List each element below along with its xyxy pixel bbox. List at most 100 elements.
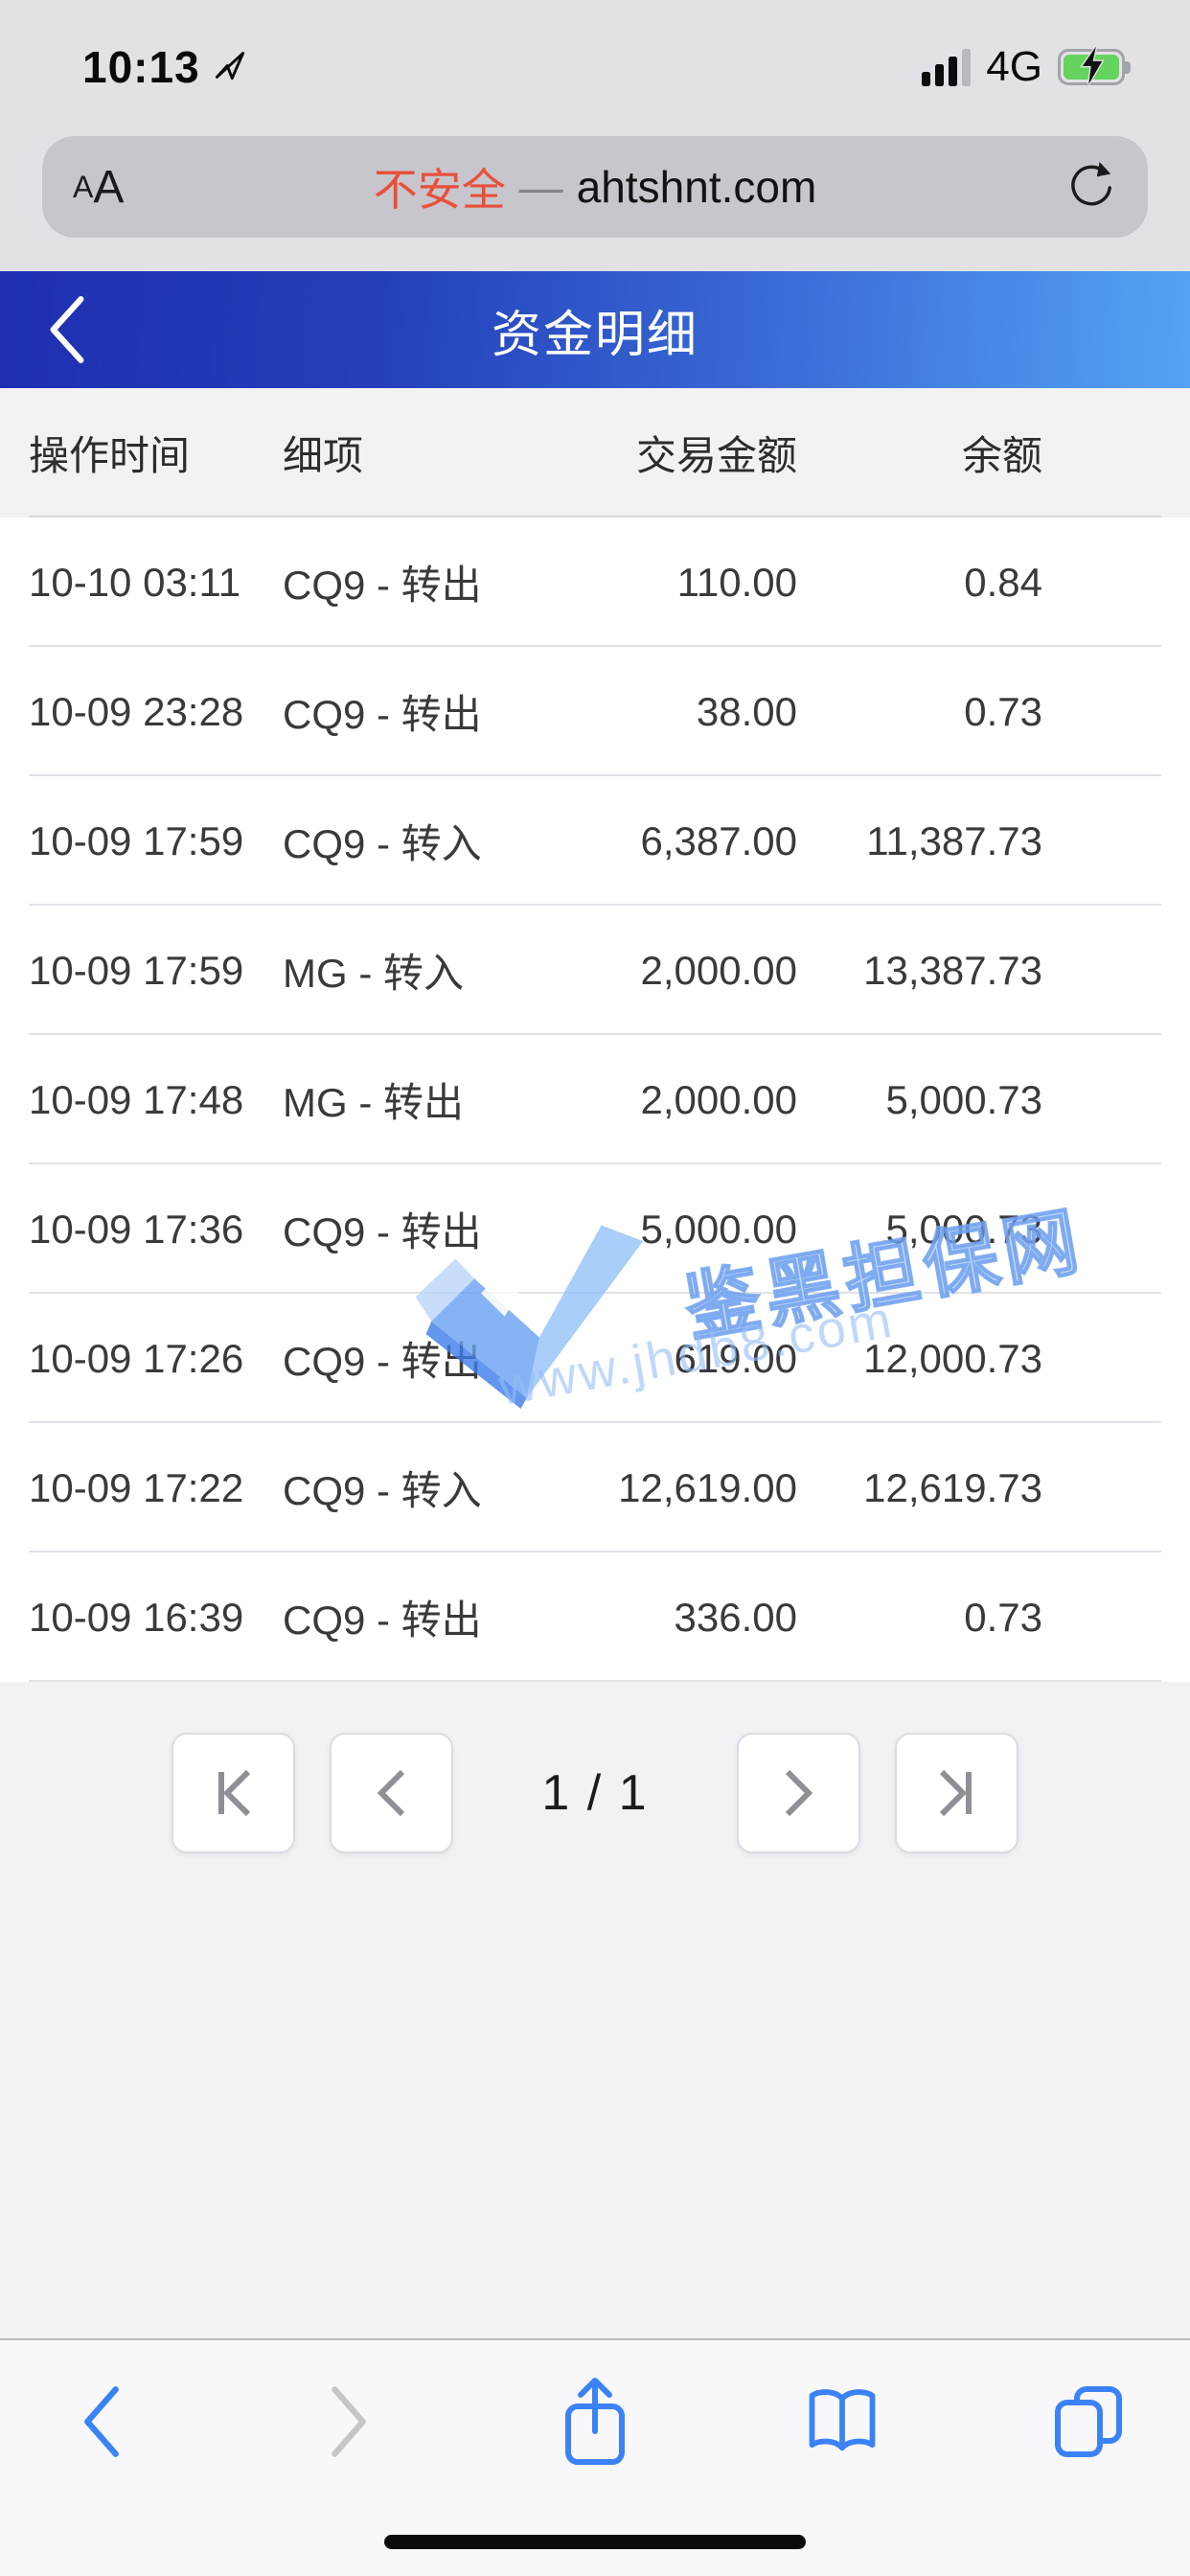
- address-domain: ahtshnt.com: [576, 162, 817, 212]
- cell-detail: CQ9 - 转入: [283, 1468, 482, 1513]
- table-row: 10-09 17:22 CQ9 - 转入 12,619.00 12,619.73: [0, 1423, 1190, 1552]
- first-page-icon: [217, 1769, 251, 1817]
- cell-balance: 0.73: [964, 1594, 1042, 1640]
- cell-balance: 0.84: [964, 559, 1042, 605]
- security-warning-label: 不安全: [373, 165, 506, 215]
- tabs-button[interactable]: [1041, 2369, 1136, 2474]
- cell-time: 10-09 17:59: [29, 947, 244, 993]
- cell-balance: 0.73: [964, 688, 1042, 734]
- page-header: 资金明细: [0, 271, 1190, 388]
- home-indicator[interactable]: [384, 2535, 806, 2549]
- col-header-amount: 交易金额: [635, 433, 797, 478]
- status-right-group: 4G: [922, 43, 1138, 91]
- toolbar-icons-row: [0, 2340, 1190, 2474]
- cell-balance: 5,000.73: [885, 1076, 1043, 1122]
- cell-amount: 6,387.00: [640, 817, 798, 863]
- back-button[interactable]: [42, 271, 92, 388]
- table-row: 10-09 17:48 MG - 转出 2,000.00 5,000.73: [0, 1035, 1190, 1164]
- cell-detail: MG - 转入: [283, 951, 464, 996]
- cellular-signal-icon: [922, 48, 972, 86]
- pagination: 1 / 1: [0, 1733, 1190, 1853]
- browser-forward-button[interactable]: [301, 2369, 397, 2474]
- forward-chevron-icon: [331, 2386, 366, 2457]
- cell-time: 10-09 17:36: [29, 1206, 244, 1252]
- signal-bar: [922, 72, 931, 86]
- prev-page-button[interactable]: [330, 1733, 454, 1853]
- charging-bolt-icon: [1079, 45, 1106, 92]
- next-page-icon: [785, 1769, 813, 1817]
- cell-time: 10-09 23:28: [29, 688, 244, 734]
- table-row: 10-09 16:39 CQ9 - 转出 336.00 0.73: [0, 1552, 1190, 1682]
- reader-large-a: A: [93, 161, 125, 213]
- address-separator: —: [518, 162, 563, 212]
- cell-amount: 2,000.00: [640, 1076, 798, 1122]
- share-button[interactable]: [547, 2369, 643, 2474]
- prev-page-icon: [377, 1769, 405, 1817]
- cell-amount: 12,619.00: [618, 1464, 797, 1510]
- reload-button[interactable]: [1067, 136, 1115, 238]
- cell-detail: MG - 转出: [283, 1080, 464, 1125]
- cell-balance: 12,000.73: [863, 1335, 1042, 1381]
- col-header-balance: 余额: [961, 433, 1042, 478]
- address-text: 不安全 — ahtshnt.com: [374, 155, 817, 218]
- last-page-button[interactable]: [894, 1733, 1018, 1853]
- status-time-group: 10:13: [82, 41, 246, 93]
- last-page-icon: [939, 1769, 973, 1817]
- col-header-detail: 细项: [283, 433, 364, 478]
- cell-balance: 12,619.73: [863, 1464, 1042, 1510]
- cell-detail: CQ9 - 转入: [283, 821, 482, 866]
- share-icon: [565, 2378, 625, 2465]
- table-header-row: 操作时间 细项 交易金额 余额: [0, 388, 1190, 518]
- cell-balance: 5,000.73: [885, 1206, 1043, 1252]
- cell-detail: CQ9 - 转出: [283, 1209, 482, 1254]
- signal-bar: [935, 64, 945, 86]
- next-page-button[interactable]: [736, 1733, 860, 1853]
- cell-detail: CQ9 - 转出: [283, 1598, 482, 1643]
- browser-back-button[interactable]: [54, 2369, 149, 2474]
- status-bar: 10:13 4G: [0, 21, 1190, 113]
- page-title: 资金明细: [491, 307, 698, 363]
- first-page-button[interactable]: [172, 1733, 296, 1853]
- cell-time: 10-09 17:59: [29, 817, 244, 863]
- safari-top-chrome: 10:13 4G: [0, 0, 1190, 271]
- page-indicator: 1 / 1: [541, 1765, 649, 1821]
- cell-amount: 619.00: [674, 1335, 797, 1381]
- cell-time: 10-09 17:26: [29, 1335, 244, 1381]
- bookmarks-button[interactable]: [794, 2369, 890, 2474]
- battery-nub: [1125, 61, 1131, 74]
- cell-time: 10-09 17:48: [29, 1076, 244, 1122]
- cell-amount: 38.00: [696, 688, 797, 734]
- cell-balance: 11,387.73: [866, 817, 1042, 863]
- reader-small-a: A: [73, 169, 94, 204]
- reload-icon: [1071, 162, 1111, 206]
- table-row: 10-10 03:11 CQ9 - 转出 110.00 0.84: [0, 518, 1190, 647]
- network-type-label: 4G: [986, 43, 1042, 90]
- chevron-left-icon: [50, 296, 84, 363]
- table-row: 10-09 17:59 CQ9 - 转入 6,387.00 11,387.73: [0, 776, 1190, 906]
- signal-bar: [949, 57, 958, 86]
- cell-amount: 5,000.00: [640, 1206, 798, 1252]
- location-arrow-icon: [214, 49, 246, 86]
- cell-detail: CQ9 - 转出: [283, 563, 482, 608]
- battery-charging-icon: [1058, 45, 1138, 87]
- col-header-time: 操作时间: [29, 433, 191, 478]
- cell-amount: 336.00: [674, 1594, 797, 1640]
- table-row: 10-09 17:26 CQ9 - 转出 619.00 12,000.73: [0, 1294, 1190, 1423]
- table-row: 10-09 17:36 CQ9 - 转出 5,000.00 5,000.73: [0, 1164, 1190, 1294]
- cell-balance: 13,387.73: [863, 947, 1042, 993]
- cell-detail: CQ9 - 转出: [283, 1339, 482, 1384]
- back-chevron-icon: [84, 2386, 119, 2457]
- cell-amount: 110.00: [676, 559, 797, 605]
- cell-time: 10-10 03:11: [29, 559, 241, 605]
- cell-time: 10-09 16:39: [29, 1594, 244, 1640]
- status-time: 10:13: [82, 42, 200, 92]
- table-row: 10-09 17:59 MG - 转入 2,000.00 13,387.73: [0, 906, 1190, 1035]
- cell-time: 10-09 17:22: [29, 1464, 244, 1510]
- cell-amount: 2,000.00: [640, 947, 798, 993]
- tabs-icon: [1055, 2386, 1122, 2457]
- book-icon: [809, 2389, 875, 2451]
- signal-bar: [962, 49, 972, 86]
